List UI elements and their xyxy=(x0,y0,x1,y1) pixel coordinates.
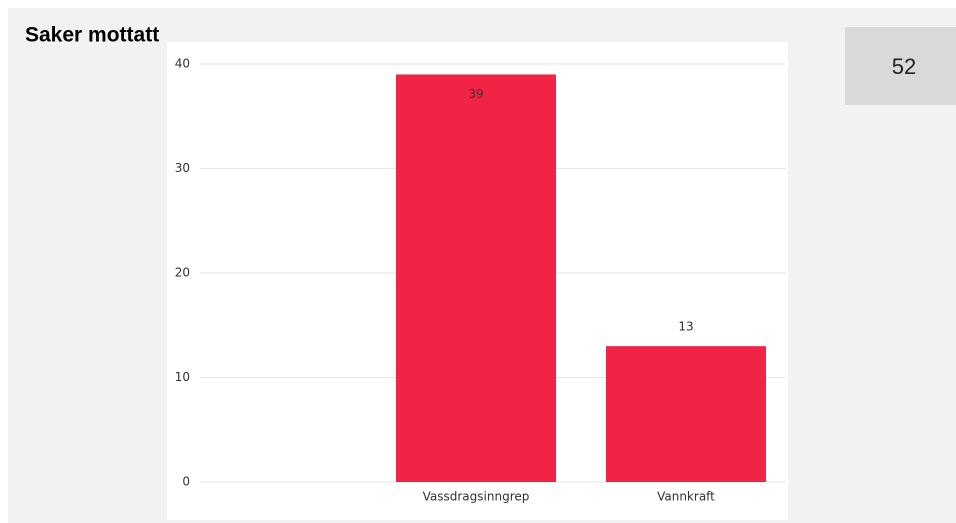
bar xyxy=(606,346,766,482)
x-tick-label: Vassdragsinngrep xyxy=(423,490,530,504)
y-tick-label: 20 xyxy=(175,266,190,280)
chart-title: Saker mottatt xyxy=(25,24,159,47)
y-tick-label: 40 xyxy=(175,57,190,71)
data-label: 13 xyxy=(678,320,693,334)
bar xyxy=(396,74,556,482)
data-label: 39 xyxy=(468,87,483,101)
x-tick-label: Vannkraft xyxy=(657,490,715,504)
card xyxy=(845,27,956,105)
y-tick-label: 0 xyxy=(182,475,190,489)
y-tick-label: 30 xyxy=(175,161,190,175)
y-tick-label: 10 xyxy=(175,370,190,384)
card-value: 52 xyxy=(892,54,916,79)
